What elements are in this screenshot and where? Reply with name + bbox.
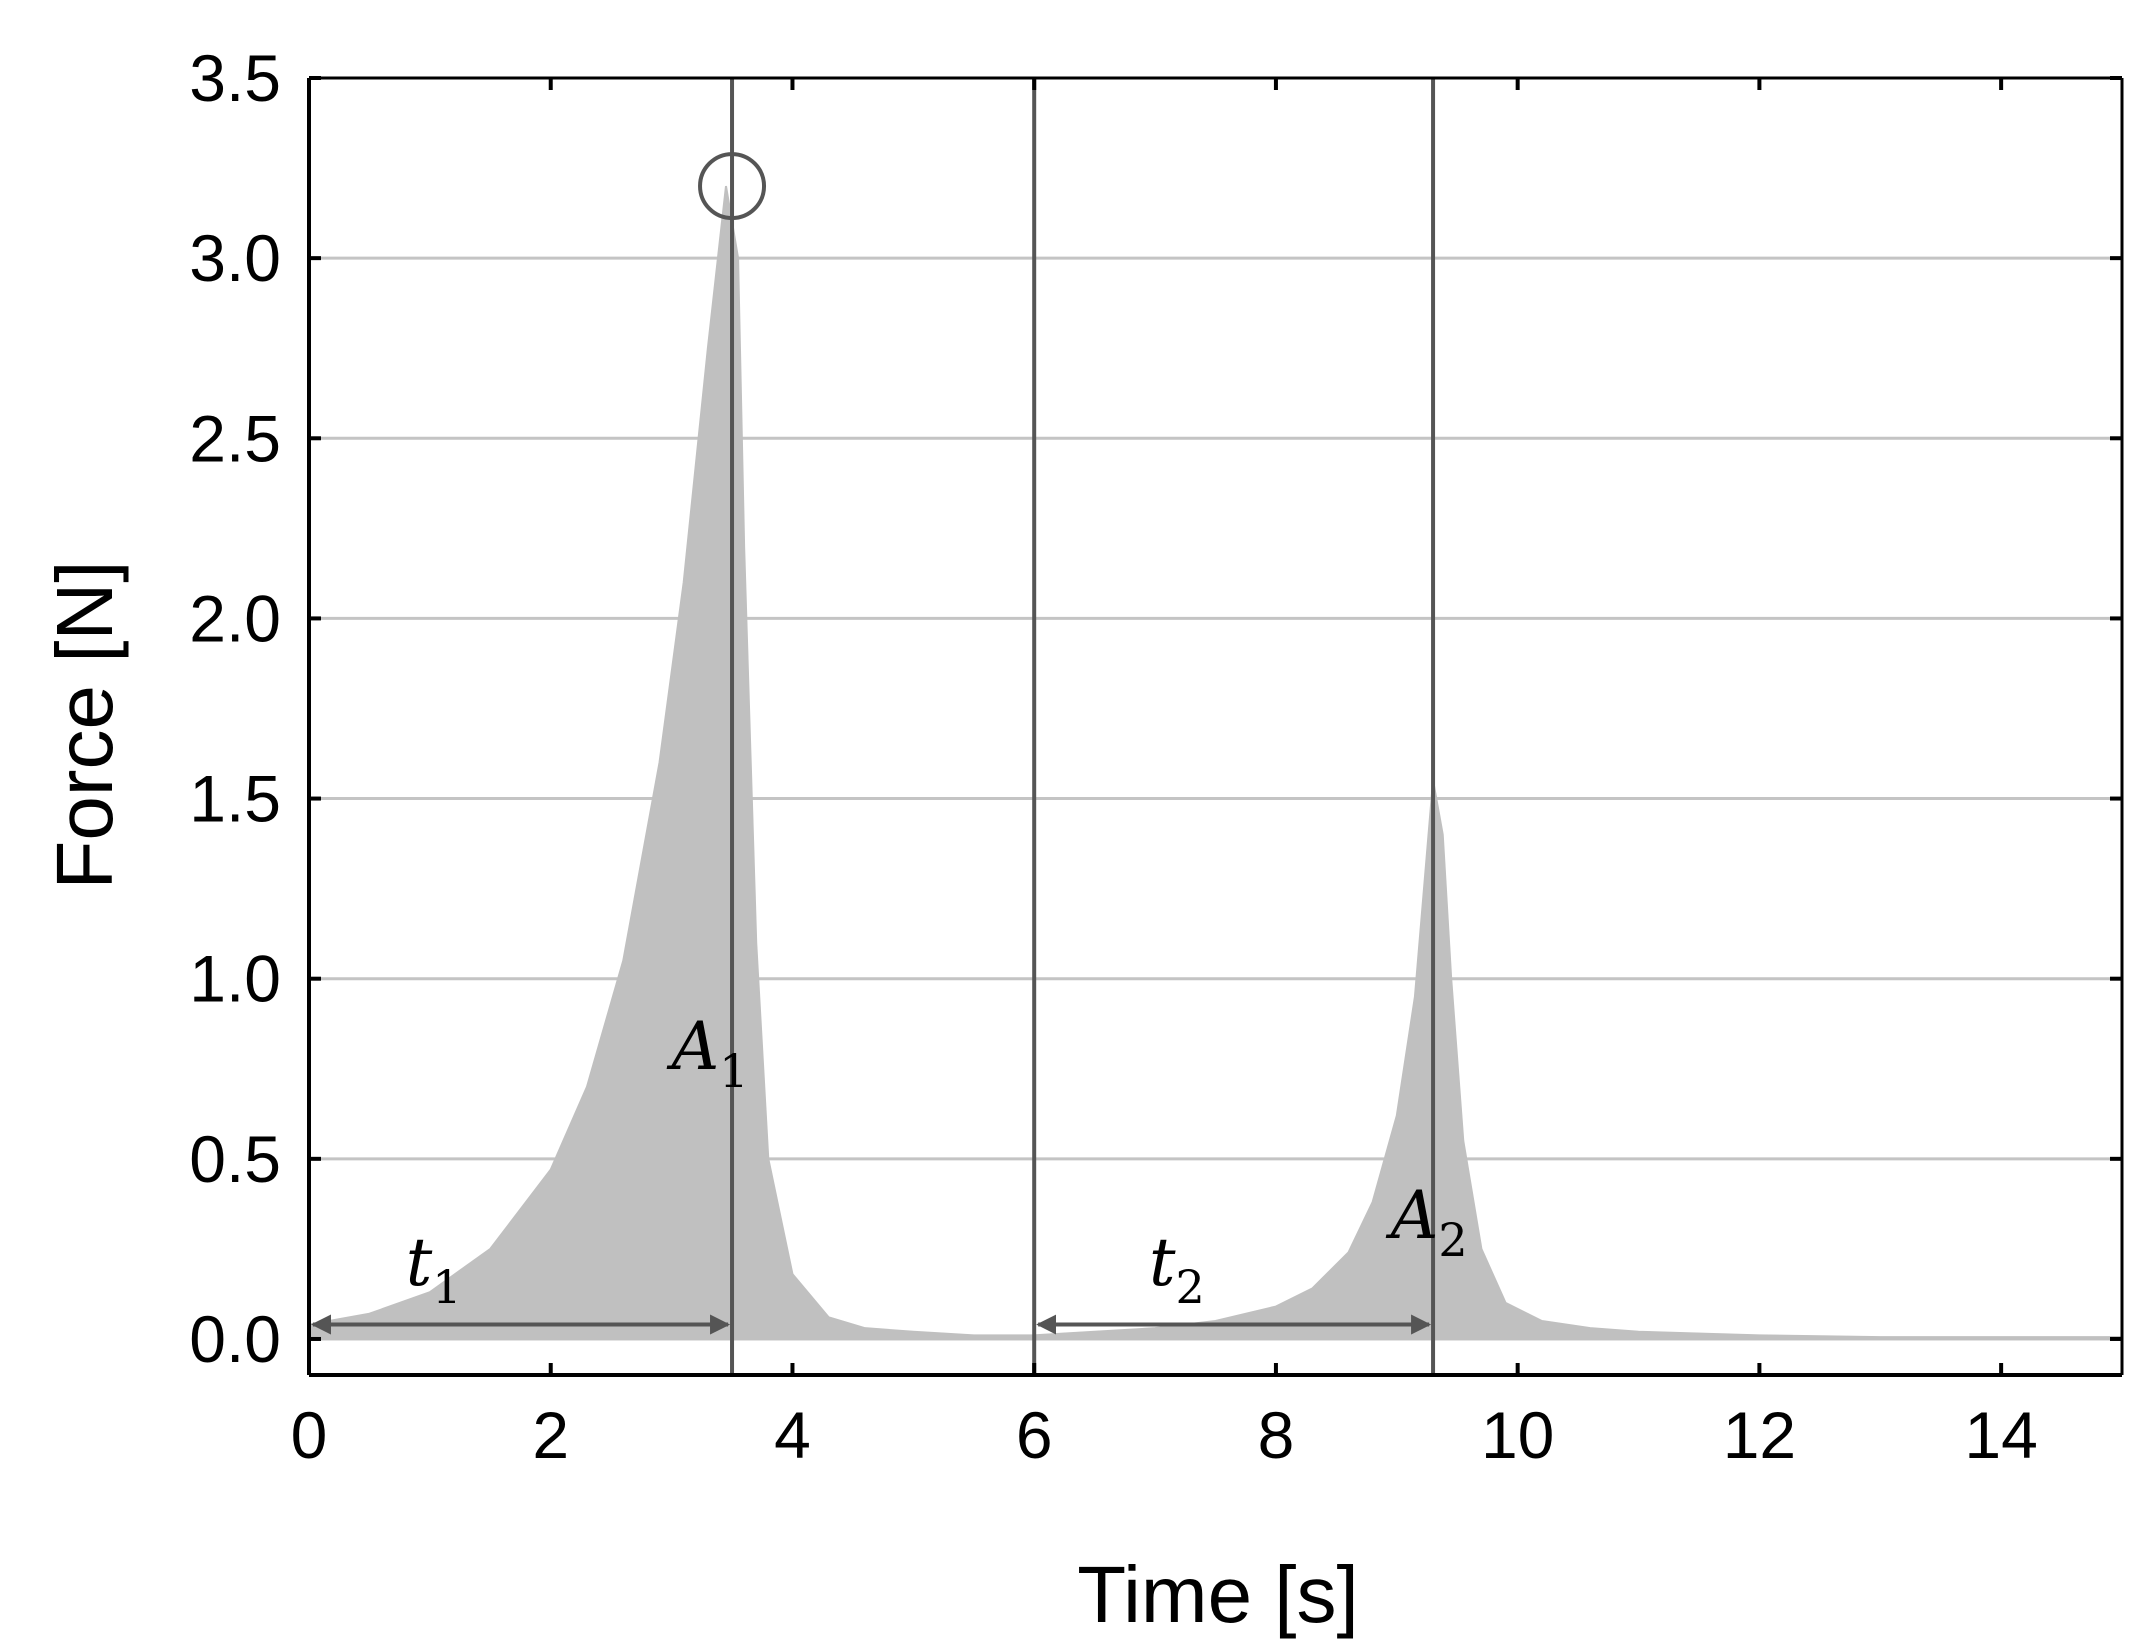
- y-tick-label-5: 2.5: [189, 401, 281, 475]
- x-tick-label-5: 10: [1481, 1398, 1554, 1472]
- annotation-t2: t2: [1149, 1224, 1205, 1314]
- x-tick-label-3: 6: [1016, 1398, 1053, 1472]
- x-tick-label-2: 4: [774, 1398, 811, 1472]
- y-tick-label-7: 3.5: [189, 41, 281, 115]
- data-area: [308, 185, 2123, 1340]
- annotation-a2: A2: [1385, 1177, 1468, 1267]
- x-axis-title: Time [s]: [1077, 1550, 1358, 1639]
- y-tick-label-3: 1.5: [189, 762, 281, 836]
- annotations: A1 A2 t1 t2: [311, 152, 1468, 1335]
- axis-ticks: 0.0 0.5 1.0 1.5 2.0 2.5 3.0 3.5 0 2 4 6 8 10 12 14: [189, 41, 2122, 1472]
- force-area-1: [308, 185, 1036, 1340]
- x-tick-label-1: 2: [532, 1398, 569, 1472]
- x-tick-label-6: 12: [1723, 1398, 1796, 1472]
- x-tick-label-4: 8: [1258, 1398, 1295, 1472]
- y-tick-label-2: 1.0: [189, 942, 281, 1016]
- x-tick-label-7: 14: [1964, 1398, 2037, 1472]
- y-tick-label-1: 0.5: [189, 1122, 281, 1196]
- force-area-2: [1033, 780, 2123, 1340]
- x-tick-label-0: 0: [291, 1398, 328, 1472]
- vertical-marker-lines: [730, 78, 1436, 1376]
- annotation-t1: t1: [406, 1224, 462, 1314]
- y-tick-label-4: 2.0: [189, 581, 281, 655]
- y-axis-title: Force [N]: [40, 561, 129, 890]
- annotation-a1: A1: [666, 1008, 749, 1098]
- peak-marker-circle: [698, 152, 767, 221]
- y-tick-label-6: 3.0: [189, 221, 281, 295]
- y-tick-label-0: 0.0: [189, 1302, 281, 1376]
